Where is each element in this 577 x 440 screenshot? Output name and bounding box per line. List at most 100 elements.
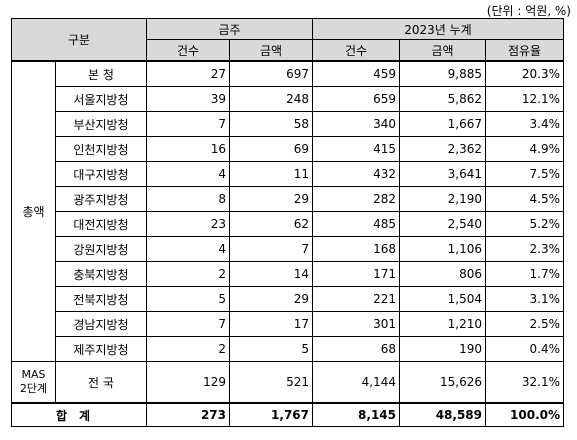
row-name: 충북지방청 (55, 261, 147, 287)
row-name: 대구지방청 (55, 161, 147, 187)
week-count: 129 (146, 361, 230, 404)
ytd-share: 4.9% (485, 136, 564, 162)
table-row: 대전지방청 23 62 485 2,540 5.2% (12, 211, 564, 237)
header-ytd: 2023년 누계 (312, 18, 564, 40)
total-week-count: 273 (146, 402, 230, 427)
ytd-share: 3.4% (485, 111, 564, 137)
week-amount: 29 (229, 186, 313, 212)
week-count: 7 (146, 111, 230, 137)
ytd-amount: 1,504 (399, 286, 486, 312)
table-row: 충북지방청 2 14 171 806 1.7% (12, 261, 564, 287)
ytd-count: 171 (312, 261, 400, 287)
week-count: 8 (146, 186, 230, 212)
week-count: 5 (146, 286, 230, 312)
ytd-share: 7.5% (485, 161, 564, 187)
row-name: 전 국 (55, 361, 147, 404)
week-amount: 521 (229, 361, 313, 404)
total-row: 합계 273 1,767 8,145 48,589 100.0% (11, 402, 564, 427)
procurement-table: 구분 금주 2023년 누계 건수 금액 건수 금액 점유율 총액 본 청 27… (11, 18, 564, 427)
ytd-amount: 2,190 (399, 186, 486, 212)
header-week: 금주 (146, 18, 313, 40)
row-name: 광주지방청 (55, 186, 147, 212)
ytd-share: 20.3% (485, 60, 564, 87)
ytd-count: 221 (312, 286, 400, 312)
ytd-share: 2.5% (485, 311, 564, 337)
ytd-count: 659 (312, 86, 400, 112)
section-label: 총액 (11, 60, 56, 362)
ytd-count: 459 (312, 60, 400, 87)
row-name: 경남지방청 (55, 311, 147, 337)
total-ytd-count: 8,145 (312, 402, 400, 427)
week-amount: 248 (229, 86, 313, 112)
header-category: 구분 (11, 18, 147, 62)
total-week-amount: 1,767 (229, 402, 313, 427)
week-count: 2 (146, 261, 230, 287)
ytd-share: 5.2% (485, 211, 564, 237)
week-count: 4 (146, 161, 230, 187)
header-ytd-share: 점유율 (485, 39, 564, 62)
mas-label: MAS 2단계 (11, 361, 56, 404)
ytd-amount: 1,667 (399, 111, 486, 137)
ytd-share: 12.1% (485, 86, 564, 112)
mas-label-line2: 2단계 (19, 382, 48, 395)
week-amount: 29 (229, 286, 313, 312)
table-row: 전북지방청 5 29 221 1,504 3.1% (12, 286, 564, 312)
week-count: 39 (146, 86, 230, 112)
week-amount: 14 (229, 261, 313, 287)
header-week-count: 건수 (146, 39, 230, 62)
table-row: 제주지방청 2 5 68 190 0.4% (12, 336, 564, 362)
table-row: 서울지방청 39 248 659 5,862 12.1% (12, 86, 564, 112)
week-amount: 17 (229, 311, 313, 337)
row-name: 부산지방청 (55, 111, 147, 137)
header-week-amount: 금액 (229, 39, 313, 62)
ytd-count: 415 (312, 136, 400, 162)
ytd-amount: 3,641 (399, 161, 486, 187)
ytd-amount: 2,540 (399, 211, 486, 237)
header-ytd-count: 건수 (312, 39, 400, 62)
ytd-share: 0.4% (485, 336, 564, 362)
week-amount: 58 (229, 111, 313, 137)
ytd-count: 485 (312, 211, 400, 237)
ytd-count: 68 (312, 336, 400, 362)
mas-row: MAS 2단계 전 국 129 521 4,144 15,626 32.1% (11, 361, 564, 404)
ytd-share: 32.1% (485, 361, 564, 404)
total-ytd-amount: 48,589 (399, 402, 486, 427)
week-count: 27 (146, 60, 230, 87)
row-name: 본 청 (55, 60, 147, 87)
row-name: 제주지방청 (55, 336, 147, 362)
ytd-count: 340 (312, 111, 400, 137)
ytd-count: 4,144 (312, 361, 400, 404)
ytd-count: 432 (312, 161, 400, 187)
ytd-count: 301 (312, 311, 400, 337)
week-amount: 11 (229, 161, 313, 187)
ytd-share: 1.7% (485, 261, 564, 287)
week-amount: 69 (229, 136, 313, 162)
ytd-amount: 1,106 (399, 236, 486, 262)
header-ytd-amount: 금액 (399, 39, 486, 62)
row-name: 강원지방청 (55, 236, 147, 262)
row-name: 대전지방청 (55, 211, 147, 237)
total-ytd-share: 100.0% (485, 402, 564, 427)
header-row-2: 건수 금액 건수 금액 점유율 (12, 39, 564, 62)
total-label: 합계 (11, 402, 147, 427)
row-name: 전북지방청 (55, 286, 147, 312)
ytd-amount: 9,885 (399, 60, 486, 87)
table-row: 총액 본 청 27 697 459 9,885 20.3% (11, 60, 564, 362)
week-count: 4 (146, 236, 230, 262)
week-count: 2 (146, 336, 230, 362)
week-amount: 697 (229, 60, 313, 87)
table-row: 경남지방청 7 17 301 1,210 2.5% (12, 311, 564, 337)
ytd-amount: 806 (399, 261, 486, 287)
mas-label-line1: MAS (21, 368, 46, 381)
header-row-1: 구분 금주 2023년 누계 (11, 18, 564, 62)
ytd-amount: 190 (399, 336, 486, 362)
ytd-count: 168 (312, 236, 400, 262)
row-name: 인천지방청 (55, 136, 147, 162)
ytd-amount: 5,862 (399, 86, 486, 112)
week-count: 16 (146, 136, 230, 162)
week-amount: 7 (229, 236, 313, 262)
table-row: 부산지방청 7 58 340 1,667 3.4% (12, 111, 564, 137)
week-amount: 5 (229, 336, 313, 362)
week-amount: 62 (229, 211, 313, 237)
ytd-share: 2.3% (485, 236, 564, 262)
